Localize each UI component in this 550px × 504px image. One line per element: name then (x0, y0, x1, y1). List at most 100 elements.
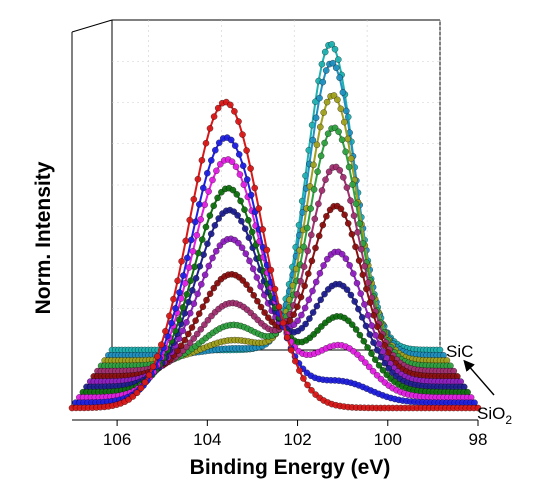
data-point (188, 236, 195, 244)
data-point (240, 181, 248, 188)
data-point (365, 363, 373, 371)
data-point (348, 231, 356, 238)
data-point (248, 228, 256, 236)
data-point (337, 105, 345, 113)
data-point (320, 262, 327, 269)
data-point (375, 362, 383, 369)
data-point (377, 353, 385, 361)
data-point (210, 202, 217, 210)
data-point (354, 351, 361, 358)
series-line (97, 165, 454, 373)
data-point (307, 205, 314, 212)
data-point (338, 250, 346, 258)
data-point (234, 212, 241, 219)
data-point (192, 275, 200, 282)
data-point (205, 188, 212, 195)
data-point (310, 331, 317, 338)
data-point (193, 231, 201, 239)
data-point (336, 74, 343, 81)
data-point (239, 162, 247, 170)
data-point (304, 247, 311, 255)
data-point (346, 262, 353, 269)
data-point (374, 323, 381, 330)
data-point (199, 303, 207, 311)
data-point (217, 160, 224, 168)
data-point (321, 290, 328, 298)
data-point (364, 311, 372, 319)
x-tick-label: 102 (283, 430, 311, 449)
data-point (317, 123, 324, 131)
x-tick-label: 104 (193, 430, 221, 449)
data-point (214, 104, 222, 112)
data-point (181, 336, 188, 344)
data-point (315, 232, 323, 240)
data-point (257, 283, 264, 290)
data-point (177, 342, 185, 349)
data-point (341, 211, 348, 219)
data-point (319, 221, 327, 229)
series-line (104, 94, 447, 362)
data-point (379, 367, 387, 374)
data-point (298, 324, 306, 332)
data-point (300, 243, 307, 251)
data-point (183, 291, 191, 298)
data-point (195, 249, 202, 257)
data-point (189, 287, 196, 294)
data-point (246, 286, 254, 293)
data-point (197, 216, 204, 223)
data-point (179, 327, 187, 335)
x-tick-label: 106 (103, 430, 131, 449)
data-point (474, 404, 482, 412)
data-point (342, 148, 349, 156)
data-point (198, 281, 205, 288)
data-point (301, 282, 308, 290)
data-point (231, 108, 238, 115)
data-point (350, 212, 358, 219)
data-point (319, 78, 327, 86)
data-point (323, 213, 330, 220)
data-point (241, 225, 249, 232)
data-point (208, 157, 215, 164)
data-point (227, 136, 235, 144)
data-point (243, 147, 250, 154)
data-point (372, 331, 379, 339)
data-point (202, 223, 210, 231)
data-point (303, 224, 311, 232)
data-point (362, 359, 369, 366)
data-point (190, 300, 198, 307)
data-point (235, 118, 242, 125)
data-point (176, 289, 183, 296)
data-point (185, 330, 192, 338)
data-point (257, 303, 265, 311)
data-point (292, 357, 299, 365)
data-point (363, 285, 370, 293)
data-point (334, 96, 341, 104)
data-point (347, 155, 355, 162)
data-point (207, 230, 215, 238)
data-point (294, 303, 301, 311)
data-point (352, 326, 360, 333)
data-point (323, 98, 331, 106)
data-point (300, 375, 307, 382)
data-point (317, 296, 324, 304)
data-point (372, 356, 379, 363)
data-point (310, 161, 317, 169)
data-point (184, 254, 191, 262)
data-point (321, 139, 328, 147)
data-point (359, 271, 367, 279)
data-point (287, 346, 295, 354)
data-point (185, 298, 192, 306)
data-point (283, 334, 291, 341)
data-point (354, 228, 361, 236)
sio2-label: SiO2 (477, 404, 512, 427)
data-point (360, 337, 368, 345)
data-point (216, 242, 224, 249)
data-point (375, 340, 383, 348)
data-point (242, 250, 250, 257)
data-point (347, 291, 355, 299)
data-point (313, 141, 321, 149)
data-point (166, 312, 173, 320)
data-point (357, 245, 365, 253)
data-point (329, 59, 337, 67)
data-point (158, 341, 165, 348)
